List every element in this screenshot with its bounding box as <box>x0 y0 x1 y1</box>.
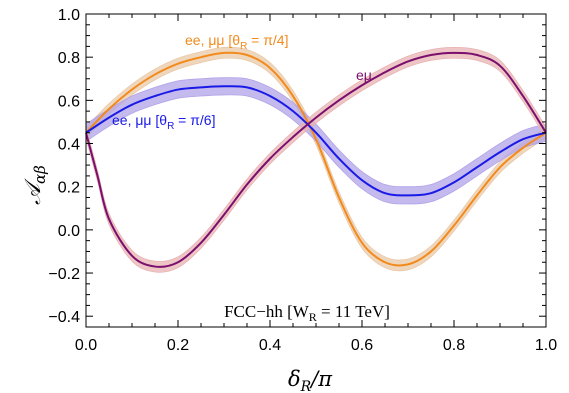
x-tick-label: 0.2 <box>167 337 189 354</box>
series-ee-mumu-pi6-label: ee, μμ [θR = π/6] <box>112 112 215 132</box>
y-axis-title: 𝒜αβ <box>21 165 49 205</box>
series-ee-mumu-pi6-band-upper <box>85 77 547 188</box>
y-tick-label: 0.4 <box>58 137 80 154</box>
inset-label: FCC−hh [WR = 11 TeV] <box>224 302 390 324</box>
uncertainty-bands <box>85 46 547 273</box>
axis-ticks: 0.0 0.2 0.4 0.6 0.8 1.0 −0.4 −0.2 0.0 0.2 0.4 0.6 0.… <box>48 7 557 354</box>
series-emu-band <box>86 47 546 273</box>
y-tick-label: 0.2 <box>58 180 80 197</box>
series-ee-mumu-pi4-line <box>85 51 547 267</box>
series-emu-band-lower <box>85 57 547 273</box>
series-lines <box>85 51 547 268</box>
y-tick-label: 1.0 <box>58 7 80 24</box>
x-tick-label: 0.4 <box>259 337 281 354</box>
x-tick-label: 0.0 <box>75 337 97 354</box>
y-tick-label: 0.8 <box>58 50 80 67</box>
x-tick-label: 1.0 <box>535 337 557 354</box>
series-emu-line <box>85 51 547 268</box>
series-ee-mumu-pi6-line <box>85 85 547 197</box>
y-tick-label: 0.6 <box>58 93 80 110</box>
y-tick-label: −0.2 <box>48 266 80 283</box>
series-emu-label: eμ <box>356 67 372 83</box>
x-axis-title: δR/π <box>288 367 333 393</box>
series-annotations: ee, μμ [θR = π/4] ee, μμ [θR = π/6] eμ <box>112 32 372 132</box>
y-tick-label: −0.4 <box>48 309 80 326</box>
series-ee-mumu-pi4-label: ee, μμ [θR = π/4] <box>185 32 288 52</box>
y-tick-label: 0.0 <box>58 223 80 240</box>
series-ee-mumu-pi4-band-lower <box>85 57 547 272</box>
x-tick-label: 0.8 <box>443 337 465 354</box>
x-tick-label: 0.6 <box>351 337 373 354</box>
